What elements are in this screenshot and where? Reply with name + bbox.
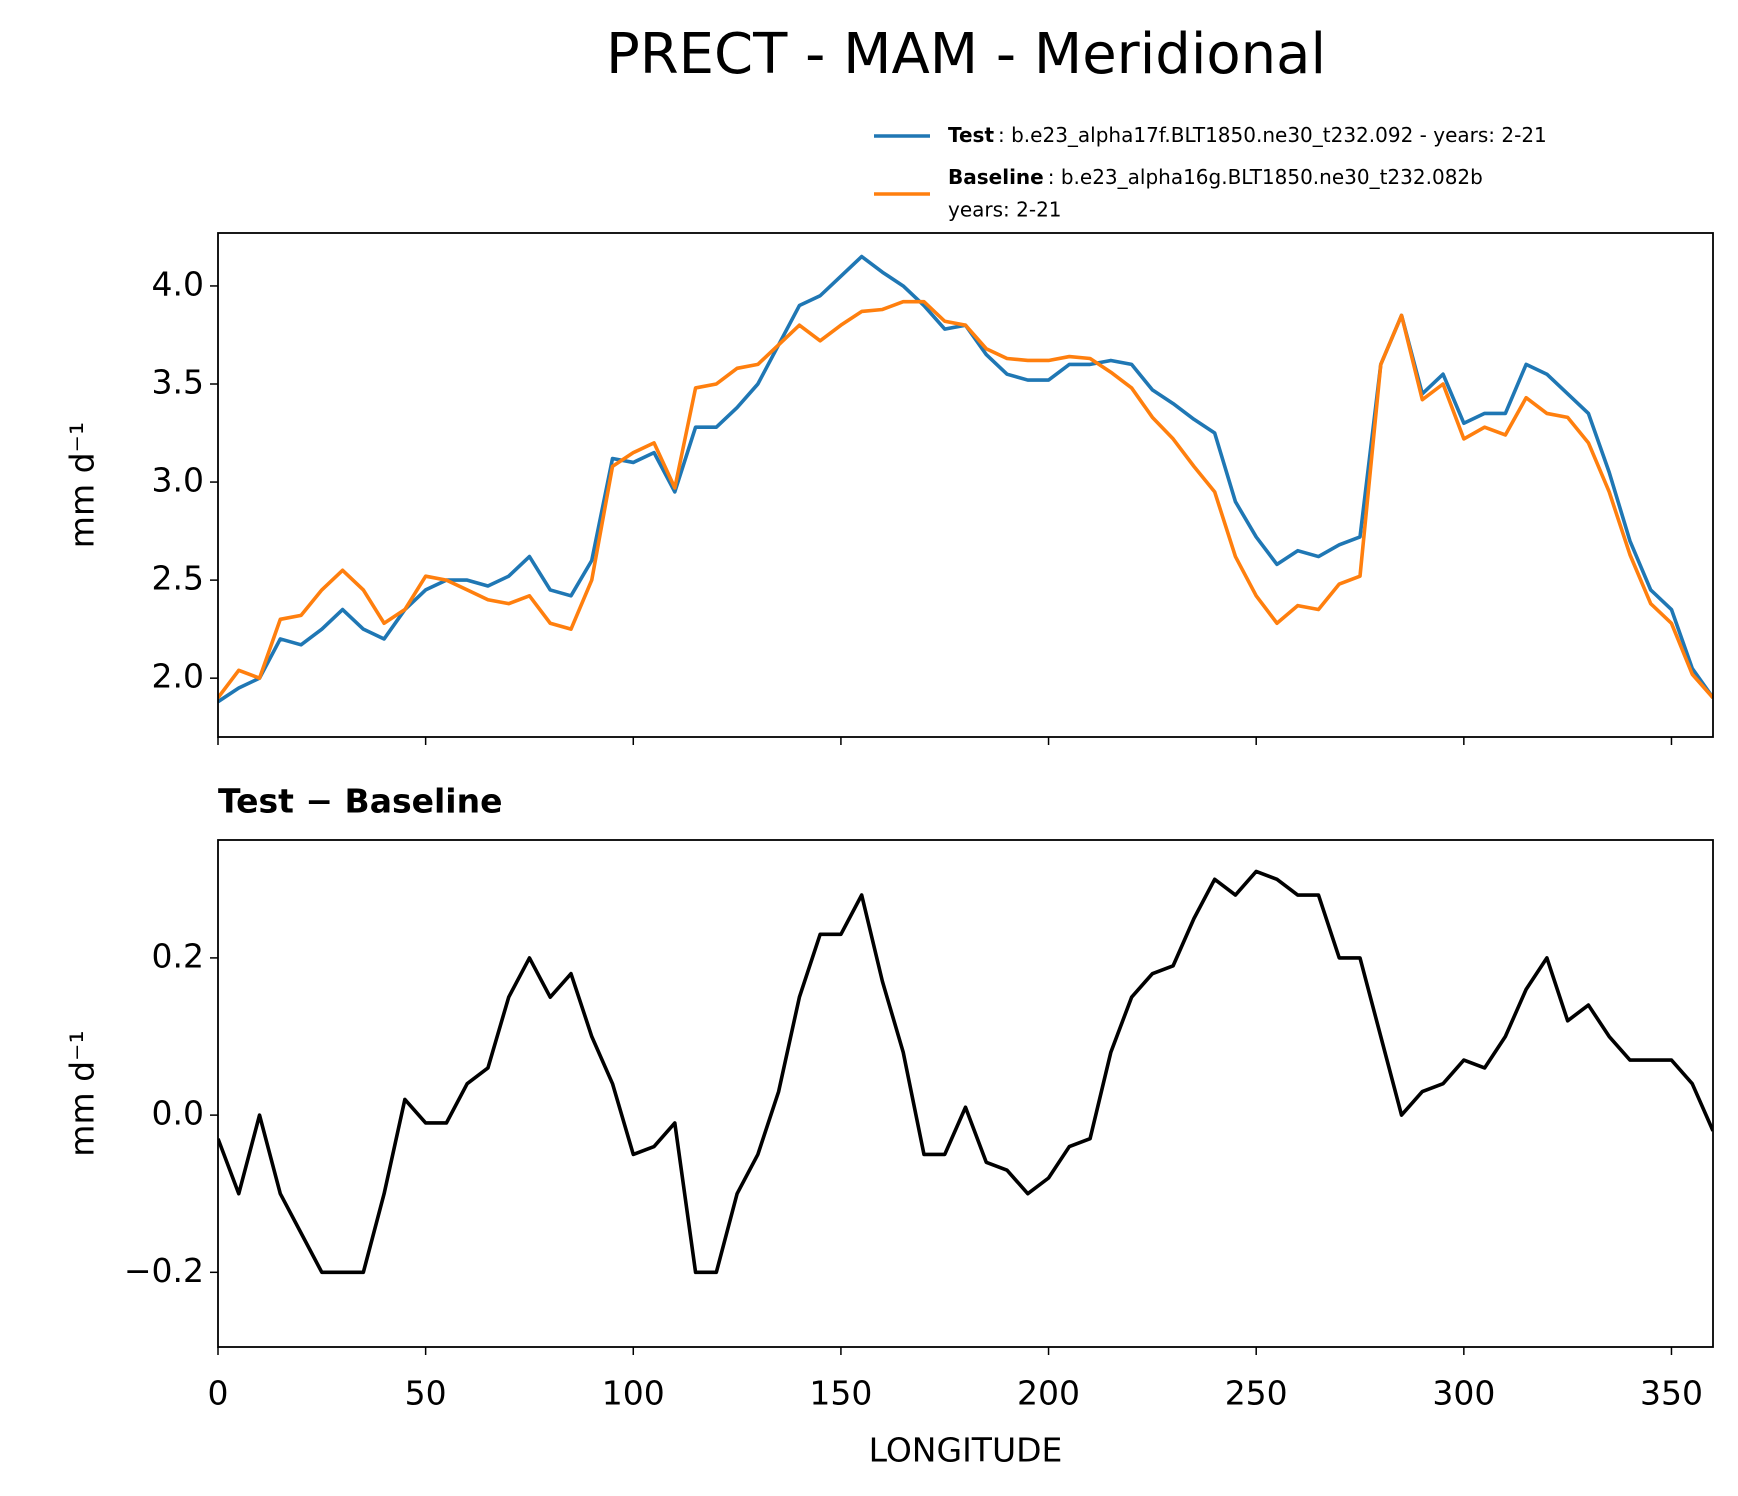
y-tick-label: 3.0: [152, 461, 204, 500]
x-tick-label: 300: [1432, 1374, 1495, 1413]
series-line: [218, 254, 1713, 704]
legend-entry: Test: b.e23_alpha17f.BLT1850.ne30_t232.0…: [948, 123, 1547, 147]
x-axis-label: LONGITUDE: [869, 1431, 1063, 1470]
subtitle: Test − Baseline: [218, 782, 503, 821]
chart-title: PRECT - MAM - Meridional: [606, 22, 1326, 87]
y-tick-label: 2.0: [152, 657, 204, 696]
x-tick-label: 50: [405, 1374, 447, 1413]
legend-name: Baseline: [948, 165, 1044, 189]
axes-frame: [217, 232, 1714, 738]
x-tick-label: 100: [602, 1374, 665, 1413]
x-tick-label: 150: [809, 1374, 872, 1413]
axes-frame: [217, 839, 1714, 1348]
x-tick-label: 350: [1640, 1374, 1703, 1413]
y-tick-label: 0.0: [152, 1094, 204, 1133]
legend-description: years: 2-21: [948, 198, 1062, 222]
y-axis-label: mm d⁻¹: [63, 1030, 102, 1156]
series-line: [218, 869, 1713, 1275]
y-tick-label: 4.0: [152, 264, 204, 303]
x-tick-label: 0: [208, 1374, 229, 1413]
y-tick-label: 3.5: [152, 363, 204, 402]
legend-name: Test: [948, 123, 994, 147]
series-line: [218, 299, 1713, 699]
y-tick-label: 0.2: [152, 936, 204, 975]
x-tick-label: 200: [1017, 1374, 1080, 1413]
y-tick-label: 2.5: [152, 559, 204, 598]
y-tick-label: −0.2: [124, 1251, 204, 1290]
legend-entry: Baseline: b.e23_alpha16g.BLT1850.ne30_t2…: [948, 165, 1483, 189]
legend-description: : b.e23_alpha16g.BLT1850.ne30_t232.082b: [1048, 165, 1483, 189]
x-tick-label: 250: [1225, 1374, 1288, 1413]
legend-description: : b.e23_alpha17f.BLT1850.ne30_t232.092 -…: [998, 123, 1547, 147]
y-axis-label: mm d⁻¹: [63, 422, 102, 548]
